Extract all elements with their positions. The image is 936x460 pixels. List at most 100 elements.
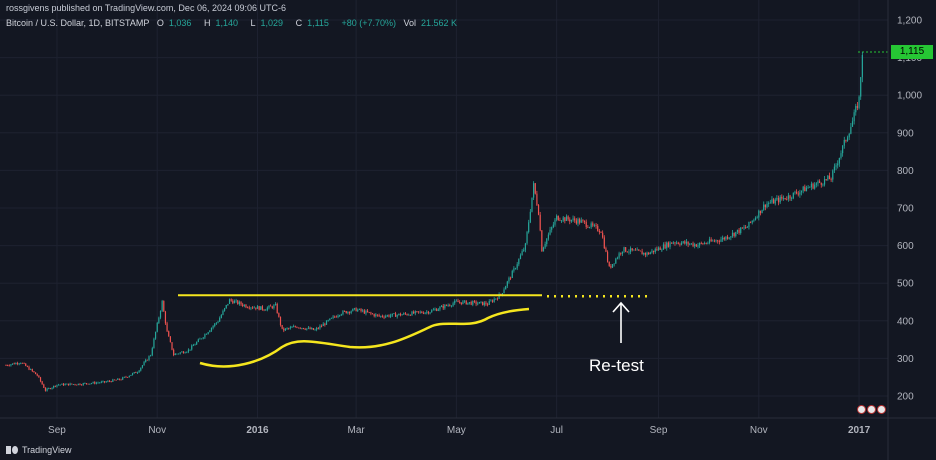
tradingview-branding[interactable]: TradingView (6, 445, 72, 455)
candle-body (112, 379, 114, 382)
candle-body (396, 314, 398, 317)
candle-body (44, 387, 47, 391)
candle-body (588, 227, 591, 228)
candle-body (618, 253, 620, 258)
x-axis[interactable]: Sep Nov 2016 Mar May Jul Sep Nov 2017 (48, 425, 871, 436)
candle-body (699, 242, 701, 246)
candle-body (258, 306, 260, 310)
candle-body (403, 313, 405, 315)
event-flags[interactable] (857, 405, 886, 414)
candle-body (579, 219, 581, 223)
candle-body (53, 385, 55, 388)
candle-body (450, 305, 453, 307)
candle-body (362, 310, 364, 312)
candle-body (263, 309, 265, 311)
last-price-badge: 1,115 (891, 45, 933, 59)
candle-body (177, 353, 180, 355)
us-flag-icon[interactable] (857, 405, 866, 414)
candle-body (164, 311, 167, 324)
candle-body (69, 383, 71, 386)
y-tick-label: 300 (897, 354, 914, 365)
candle-body (774, 199, 776, 204)
candle-body (284, 328, 287, 331)
candle-body (122, 377, 124, 380)
candle-body (748, 221, 750, 228)
candle-body (57, 384, 60, 386)
candle-body (603, 237, 605, 249)
candle-body (108, 380, 111, 382)
candle-body (427, 311, 430, 314)
candle-body (792, 192, 794, 199)
candle-body (7, 365, 9, 366)
candle-body (416, 311, 418, 313)
candle-body (417, 311, 420, 313)
candle-body (120, 379, 122, 381)
candle-body (756, 217, 758, 219)
candle-body (537, 205, 540, 215)
candle-body (580, 220, 582, 223)
candle-body (145, 359, 147, 363)
candle-body (473, 301, 476, 302)
candle-body (296, 326, 298, 328)
candle-body (312, 328, 314, 330)
symbol-title[interactable]: Bitcoin / U.S. Dollar, 1D, BITSTAMP (6, 18, 150, 28)
candle-body (840, 153, 842, 159)
candle-body (743, 227, 745, 229)
y-tick-label: 700 (897, 204, 914, 215)
candle-body (156, 322, 158, 332)
ohlc-legend: Bitcoin / U.S. Dollar, 1D, BITSTAMP O 1,0… (6, 18, 467, 28)
candle-body (661, 249, 663, 251)
candle-body (28, 366, 30, 370)
us-flag-icon[interactable] (867, 405, 876, 414)
candle-body (375, 314, 377, 317)
candle-body (227, 303, 229, 306)
candle-body (853, 112, 855, 122)
candle-body (582, 220, 584, 222)
candle-body (666, 242, 668, 249)
candle-body (182, 351, 185, 354)
candle-body (697, 245, 699, 247)
us-flag-icon[interactable] (877, 405, 886, 414)
candle-body (564, 217, 566, 221)
candle-body (371, 313, 374, 315)
candle-body (368, 312, 370, 314)
volume-value: Vol 21.562 K (403, 18, 458, 28)
candle-body (171, 342, 173, 350)
candle-body (726, 236, 729, 239)
candle-body (373, 314, 375, 317)
candle-body (358, 308, 360, 310)
candle-body (248, 307, 250, 309)
candle-body (107, 380, 109, 382)
candle-body (700, 242, 702, 244)
candle-body (723, 237, 725, 240)
candle-body (422, 312, 425, 314)
candle-body (61, 383, 63, 385)
candle-body (764, 204, 766, 208)
brand-text: TradingView (22, 445, 72, 455)
candle-body (250, 307, 252, 309)
candle-body (628, 251, 630, 253)
retest-label: Re-test (589, 356, 644, 375)
candle-body (355, 308, 357, 312)
candle-body (786, 199, 788, 200)
candle-body (168, 331, 170, 337)
candle-body (800, 190, 803, 193)
candle-body (340, 314, 342, 316)
candle-body (796, 191, 798, 194)
candle-body (574, 218, 576, 221)
candle-body (243, 304, 245, 306)
candle-body (367, 310, 369, 313)
candle-body (485, 302, 487, 305)
candle-body (720, 239, 722, 242)
candle-body (82, 383, 84, 385)
candle-body (672, 242, 674, 244)
candle-body (838, 158, 840, 164)
candle-body (265, 309, 267, 311)
candle-body (551, 227, 553, 230)
candle-body (745, 227, 747, 229)
candle-body (823, 179, 826, 185)
candle-body (222, 310, 224, 315)
candle-body (503, 289, 505, 294)
